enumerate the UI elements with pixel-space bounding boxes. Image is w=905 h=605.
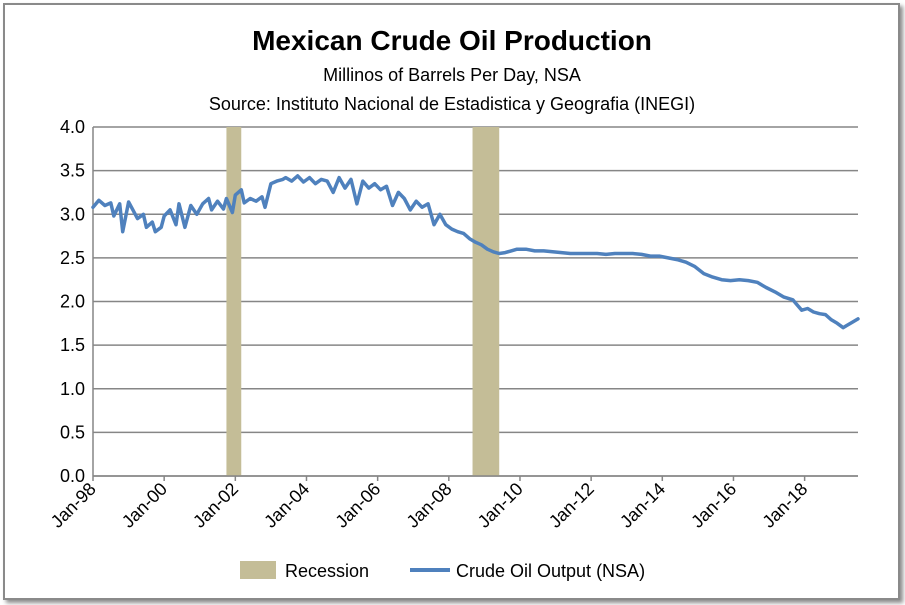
x-tick-label: Jan-98	[47, 479, 100, 532]
series-line-0	[91, 174, 860, 330]
y-tick-label: 0.0	[60, 466, 85, 486]
x-tick-label: Jan-14	[616, 479, 669, 532]
x-tick-label: Jan-02	[189, 479, 242, 532]
recession-bands	[226, 127, 500, 476]
x-tick-label: Jan-16	[687, 479, 740, 532]
y-tick-labels: 0.0 0.5 1.0 1.5 2.0 2.5 3.0 3.5 4.0	[60, 117, 85, 486]
x-tick-labels: Jan-98 Jan-00 Jan-02 Jan-04 Jan-06 Jan-08 Jan-…	[47, 479, 812, 532]
y-tick-label: 4.0	[60, 117, 85, 137]
legend-recession-swatch	[240, 561, 276, 579]
axes	[92, 127, 858, 481]
series-layer	[91, 174, 860, 330]
y-tick-label: 3.5	[60, 161, 85, 181]
x-tick-label: Jan-06	[331, 479, 384, 532]
recession-band-0	[226, 127, 242, 476]
recession-band-1	[472, 127, 500, 476]
legend-output-label: Crude Oil Output (NSA)	[456, 561, 645, 581]
legend: Recession Crude Oil Output (NSA)	[240, 561, 645, 581]
x-tick-label: Jan-12	[545, 479, 598, 532]
x-tick-label: Jan-18	[758, 479, 811, 532]
chart-source: Source: Instituto Nacional de Estadistic…	[209, 94, 695, 114]
chart-title: Mexican Crude Oil Production	[252, 25, 652, 56]
legend-recession-label: Recession	[285, 561, 369, 581]
x-tick-label: Jan-08	[403, 479, 456, 532]
x-tick-label: Jan-00	[118, 479, 171, 532]
y-tick-label: 2.5	[60, 248, 85, 268]
y-tick-label: 3.0	[60, 204, 85, 224]
y-tick-label: 0.5	[60, 422, 85, 442]
y-tick-label: 1.5	[60, 335, 85, 355]
x-tick-label: Jan-04	[260, 479, 313, 532]
y-tick-label: 1.0	[60, 379, 85, 399]
x-tick-label: Jan-10	[474, 479, 527, 532]
y-tick-label: 2.0	[60, 292, 85, 312]
chart-subtitle: Millinos of Barrels Per Day, NSA	[323, 65, 581, 85]
